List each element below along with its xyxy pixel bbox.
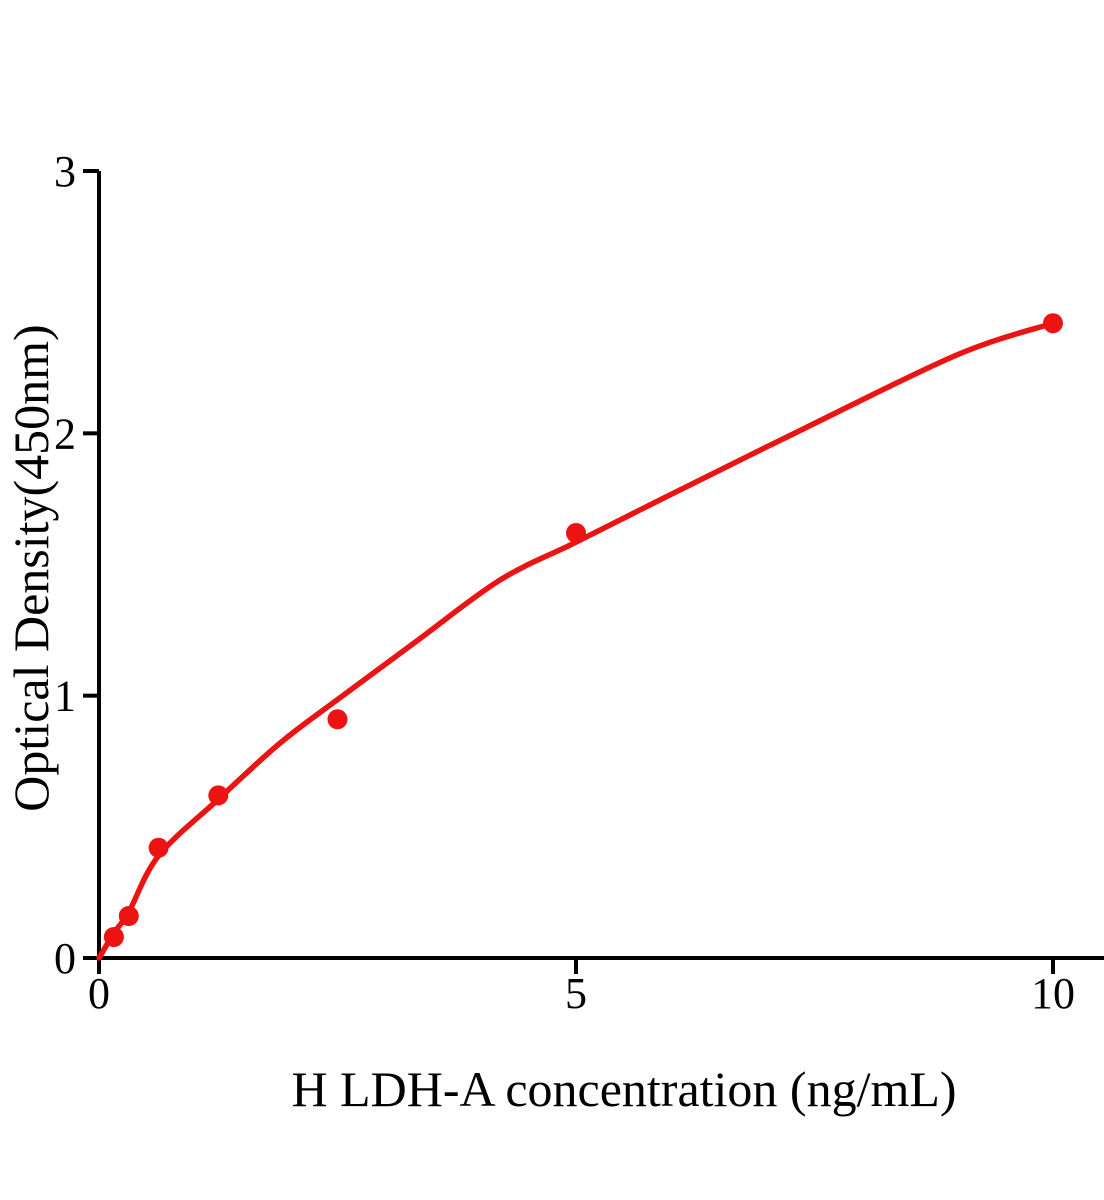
y-tick-label: 0: [54, 934, 76, 983]
data-point: [118, 906, 139, 926]
x-tick-label: 10: [1031, 969, 1075, 1018]
data-points: [103, 313, 1063, 947]
x-tick-label: 5: [565, 969, 587, 1018]
data-point: [103, 927, 124, 947]
y-tick-label: 1: [54, 672, 76, 721]
y-axis-label: Optical Density(450nm): [3, 324, 59, 811]
fit-curve: [96, 320, 1056, 961]
fit-curve-path: [96, 320, 1056, 961]
data-point: [1043, 313, 1063, 334]
data-point: [566, 523, 586, 543]
y-tick-label: 3: [54, 147, 76, 196]
axis-tick-labels: 0 1 2 3 0 5 10: [54, 147, 1075, 1018]
data-point: [208, 785, 229, 806]
data-point: [148, 837, 169, 858]
axes: [97, 171, 1104, 960]
axis-ticks: [83, 169, 1055, 974]
data-point: [327, 709, 348, 730]
x-tick-label: 0: [88, 969, 110, 1018]
x-axis-label: H LDH-A concentration (ng/mL): [291, 1061, 956, 1117]
y-tick-label: 2: [54, 409, 76, 458]
